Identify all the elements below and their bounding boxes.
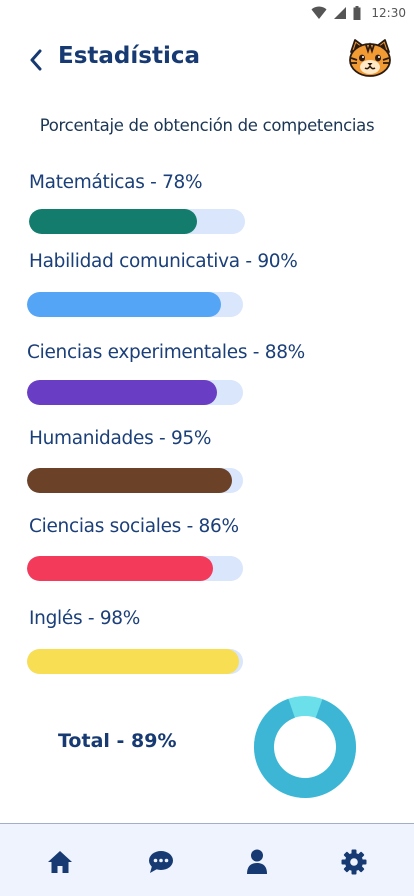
progress-track: [27, 292, 243, 317]
competency-label: Matemáticas - 78%: [29, 172, 203, 193]
progress-track: [27, 380, 243, 405]
wifi-icon: [311, 6, 327, 19]
page-title: Estadística: [58, 43, 200, 69]
chat-icon: [149, 851, 173, 873]
progress-fill: [27, 649, 239, 674]
donut-value-arc: [254, 696, 356, 798]
battery-icon: [353, 6, 361, 20]
section-subtitle: Porcentaje de obtención de competencias: [39, 116, 375, 135]
chevron-left-icon: [30, 49, 42, 71]
back-button[interactable]: [24, 46, 48, 74]
progress-fill: [27, 292, 222, 317]
progress-track: [27, 556, 243, 581]
progress-fill: [29, 209, 198, 234]
signal-icon: [334, 7, 347, 19]
total-label: Total - 89%: [58, 730, 177, 752]
competency-label: Ciencias sociales - 86%: [29, 516, 239, 537]
status-bar: 12:30: [0, 0, 414, 26]
nav-profile-button[interactable]: [243, 848, 271, 876]
nav-settings-button[interactable]: [340, 848, 368, 876]
progress-fill: [27, 380, 218, 405]
app-header: Estadística: [0, 38, 414, 82]
progress-track: [29, 209, 245, 234]
user-icon: [247, 849, 267, 874]
status-time: 12:30: [371, 6, 406, 20]
competency-label: Humanidades - 95%: [29, 428, 212, 449]
tiger-avatar-icon: [349, 39, 391, 77]
progress-track: [27, 468, 243, 493]
total-donut-chart: [254, 696, 356, 798]
gear-icon: [341, 849, 367, 875]
competency-label: Ciencias experimentales - 88%: [27, 342, 305, 363]
nav-home-button[interactable]: [46, 848, 74, 876]
competency-label: Inglés - 98%: [29, 608, 141, 629]
nav-chat-button[interactable]: [147, 848, 175, 876]
home-icon: [48, 851, 72, 873]
progress-fill: [27, 468, 233, 493]
progress-fill: [27, 556, 213, 581]
avatar[interactable]: [346, 38, 394, 80]
progress-track: [27, 649, 243, 674]
competency-label: Habilidad comunicativa - 90%: [29, 251, 298, 272]
bottom-navigation: [0, 823, 414, 896]
